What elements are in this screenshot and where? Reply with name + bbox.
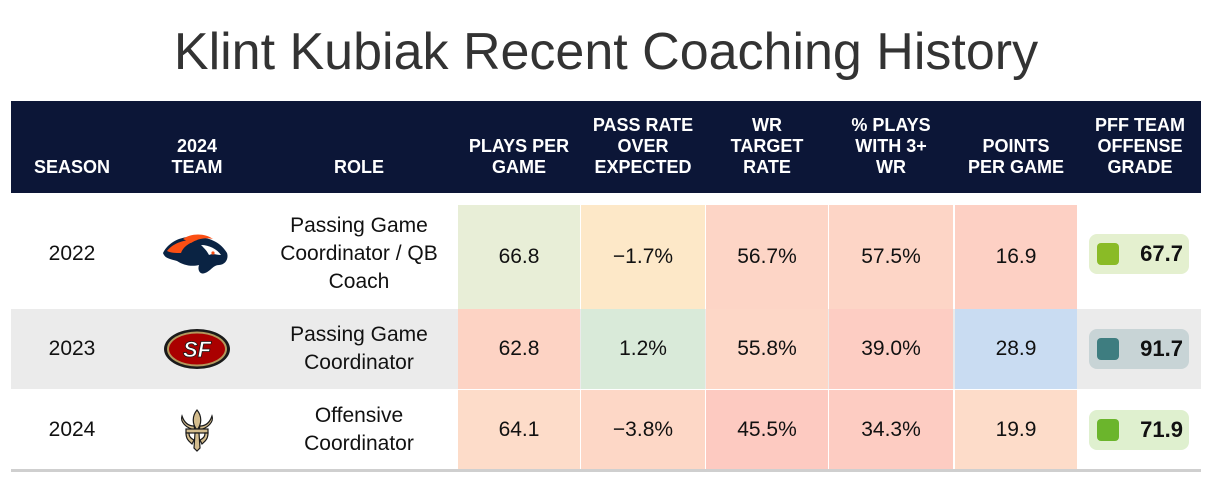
- table-header: SEASON 2024 TEAM ROLE PLAYS PER GAME PASS RATE…: [11, 101, 1201, 193]
- table-bottom-border: [11, 469, 1201, 472]
- grade-color-swatch: [1097, 419, 1119, 441]
- role-cell: Passing Game Coordinator: [290, 323, 428, 374]
- season-cell: 2022: [48, 242, 96, 265]
- wr-target-rate-cell: 56.7%: [706, 205, 828, 309]
- header-plays_per_game: PLAYS PER GAME: [458, 101, 580, 193]
- ppg-cell: 28.9: [955, 309, 1077, 389]
- header-proe: PASS RATE OVER EXPECTED: [581, 101, 705, 193]
- ppg-cell: 19.9: [955, 390, 1077, 470]
- page-title: Klint Kubiak Recent Coaching History: [173, 23, 1039, 81]
- header-pct_3wr: % PLAYS WITH 3+ WR: [829, 101, 953, 193]
- wr-target-rate-cell: 55.8%: [706, 309, 828, 389]
- ppg-cell: 16.9: [955, 205, 1077, 309]
- pff-grade-cell: 91.7: [1079, 309, 1201, 389]
- pct-3wr-cell: 34.3%: [829, 390, 953, 470]
- grade-badge: 91.7: [1089, 329, 1189, 369]
- wr-target-rate-cell: 45.5%: [706, 390, 828, 470]
- table-row: 2024 Offensive Coordinator 64.1 −3.8% 45.5% 3…: [11, 390, 1201, 470]
- pff-grade-cell: 67.7: [1079, 199, 1201, 309]
- grade-value: 71.9: [1140, 417, 1183, 442]
- season-cell: 2024: [48, 418, 96, 441]
- header-label: PLAYS PER GAME: [468, 136, 570, 177]
- header-label: SEASON: [33, 157, 111, 177]
- header-label: % PLAYS WITH 3+ WR: [851, 115, 931, 177]
- team-cell: [135, 199, 259, 309]
- broncos-logo-icon: [163, 234, 228, 274]
- header-season: SEASON: [11, 101, 133, 193]
- proe-cell: 1.2%: [581, 309, 705, 389]
- table-row: 2023 SF Passing Game Coordinator 62.8 1.2% 55…: [11, 309, 1201, 389]
- header-role: ROLE: [261, 101, 457, 193]
- header-label: POINTS PER GAME: [967, 136, 1064, 177]
- header-label: PFF TEAM OFFENSE GRADE: [1095, 115, 1185, 177]
- svg-text:SF: SF: [183, 337, 212, 362]
- header-label: WR TARGET RATE: [730, 115, 804, 177]
- saints-logo-icon: [181, 409, 213, 452]
- header-label: 2024 TEAM: [171, 136, 223, 177]
- proe-cell: −1.7%: [581, 205, 705, 309]
- grade-value: 67.7: [1140, 241, 1183, 266]
- plays-per-game-cell: 62.8: [458, 309, 580, 389]
- header-pff_grade: PFF TEAM OFFENSE GRADE: [1079, 101, 1201, 193]
- season-cell: 2023: [48, 337, 96, 360]
- grade-badge: 71.9: [1089, 410, 1189, 450]
- plays-per-game-cell: 66.8: [458, 205, 580, 309]
- grade-color-swatch: [1097, 243, 1119, 265]
- role-cell: Offensive Coordinator: [304, 404, 414, 455]
- proe-cell: −3.8%: [581, 390, 705, 470]
- 49ers-logo-icon: SF: [164, 329, 230, 369]
- coaching-history-table: SEASON 2024 TEAM ROLE PLAYS PER GAME PASS RATE…: [11, 101, 1201, 470]
- header-team: 2024 TEAM: [135, 101, 259, 193]
- table-row: 2022 Passing Game Coordinator / QB Coach 6…: [11, 199, 1201, 309]
- pct-3wr-cell: 57.5%: [829, 205, 953, 309]
- plays-per-game-cell: 64.1: [458, 390, 580, 470]
- team-cell: [135, 390, 259, 470]
- pct-3wr-cell: 39.0%: [829, 309, 953, 389]
- header-wr_target_rate: WR TARGET RATE: [706, 101, 828, 193]
- header-label: ROLE: [333, 157, 384, 177]
- grade-badge: 67.7: [1089, 234, 1189, 274]
- role-cell: Passing Game Coordinator / QB Coach: [280, 214, 438, 293]
- grade-color-swatch: [1097, 338, 1119, 360]
- header-label: PASS RATE OVER EXPECTED: [592, 115, 694, 177]
- pff-grade-cell: 71.9: [1079, 390, 1201, 470]
- grade-value: 91.7: [1140, 336, 1183, 361]
- header-ppg: POINTS PER GAME: [955, 101, 1077, 193]
- team-cell: SF: [135, 309, 259, 389]
